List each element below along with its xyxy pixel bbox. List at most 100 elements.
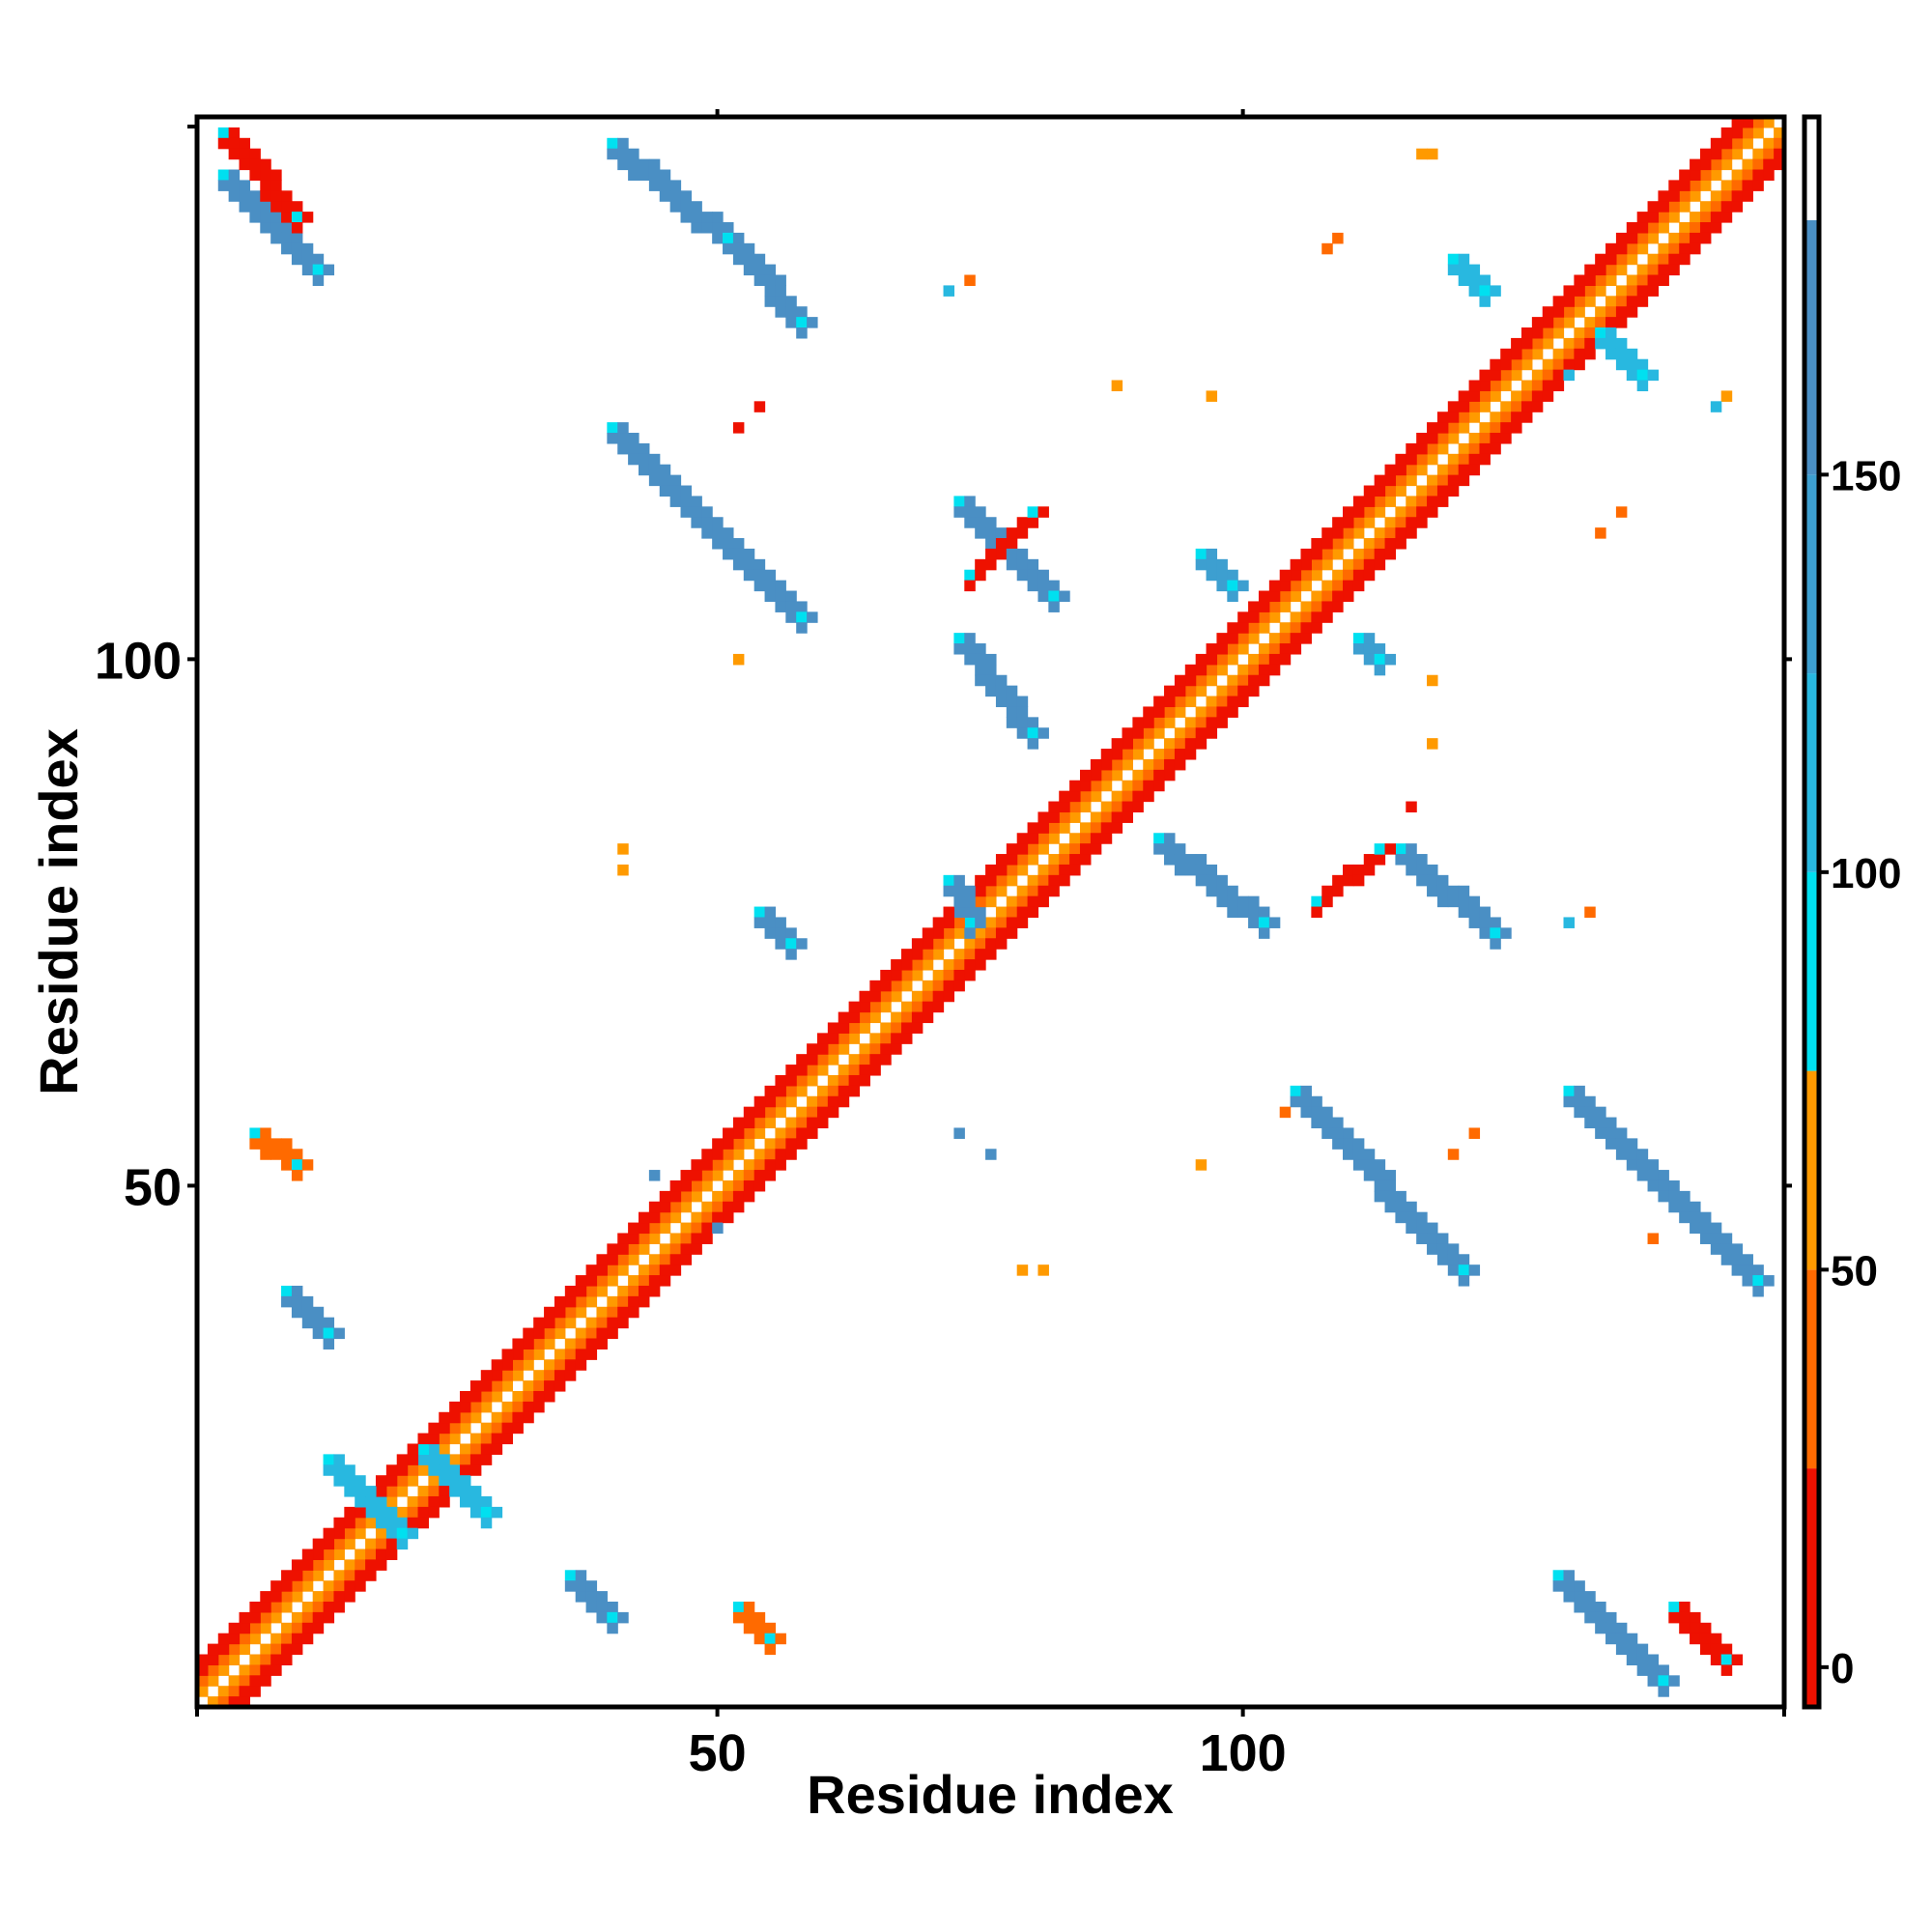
contact-cell [827,1095,839,1108]
contact-cell [669,190,682,202]
contact-cell [270,1601,282,1613]
contact-cell [975,643,986,655]
contact-cell [1248,611,1260,623]
contact-cell [816,1054,829,1065]
contact-cell [1143,769,1154,781]
contact-cell [260,201,271,213]
contact-cell [1605,348,1617,360]
contact-cell [1343,864,1354,876]
contact-cell [1206,569,1218,582]
contact-cell [1447,1149,1460,1160]
contact-cell [385,1506,398,1519]
contact-cell [764,274,777,287]
contact-cell [1016,727,1029,739]
contact-cell [785,1138,797,1150]
contact-cell [239,1643,250,1656]
contact-cell [333,1464,345,1476]
contact-cell [533,1349,545,1360]
contact-cell [1248,685,1260,697]
contact-cell [1300,633,1312,644]
contact-cell [659,180,671,191]
contact-cell [775,601,786,612]
contact-cell [796,1138,808,1150]
contact-cell [1574,274,1585,287]
contact-cell [417,1495,429,1508]
contact-cell [491,1359,503,1371]
contact-cell [1059,843,1070,855]
colorbar-frame [1802,114,1822,1710]
contact-cell [1216,717,1228,728]
contact-cell [1206,874,1218,887]
contact-cell [1436,1243,1449,1255]
contact-cell [985,664,997,676]
contact-cell [1016,569,1029,582]
contact-cell [680,1254,692,1265]
contact-cell [375,1495,387,1508]
contact-cell [260,158,271,171]
contact-cell [323,1317,335,1329]
contact-cell [1742,190,1753,202]
contact-cell [1752,169,1764,181]
contact-cell [638,158,650,171]
contact-cell [301,1317,314,1329]
contact-cell [270,1611,282,1624]
contact-cell [291,1643,303,1656]
contact-cell [1552,1580,1565,1592]
contact-cell [1048,833,1060,844]
contact-cell [1679,1190,1690,1203]
contact-cell [1363,485,1376,497]
contact-cell [1174,706,1186,718]
contact-cell [1690,1633,1701,1645]
contact-cell [1406,506,1417,518]
contact-cell [1164,758,1176,771]
contact-cell [355,1527,366,1540]
contact-cell [1037,569,1049,582]
contact-cell [260,212,271,223]
contact-cell [975,653,986,666]
contact-cell [1742,137,1753,150]
contact-cell [1742,1254,1753,1265]
contact-cell [901,980,913,992]
contact-cell [407,1464,419,1476]
contact-cell [270,1149,282,1160]
contact-cell [575,1349,587,1360]
contact-cell [869,990,881,1003]
contact-cell [732,242,745,255]
contact-cell [1332,885,1344,897]
contact-cell [575,1306,587,1319]
contact-cell [732,1201,745,1213]
contact-cell [239,1664,250,1676]
contact-cell [1090,780,1102,792]
contact-cell [207,1696,219,1708]
contact-cell [995,864,1008,876]
contact-cell [1374,643,1386,655]
contact-cell [1311,601,1322,612]
contact-cell [1237,685,1249,697]
contact-cell [816,1095,829,1108]
contact-cell [659,169,671,181]
contact-cell [1374,1190,1386,1203]
contact-cell [1090,769,1102,781]
contact-cell [1690,1611,1701,1624]
contact-cell [1658,1675,1669,1687]
contact-cell [723,1201,734,1213]
contact-cell [848,1074,861,1087]
contact-cell [796,1074,808,1087]
contact-cell [1100,758,1113,771]
contact-cell [669,201,682,213]
contact-cell [1605,306,1617,318]
contact-cell [807,1106,818,1119]
contact-cell [964,895,976,908]
contact-cell [1352,643,1365,655]
contact-cell [1216,664,1228,676]
contact-cell [1332,517,1344,528]
contact-cell [848,1011,861,1024]
contact-cell [1416,433,1428,444]
contact-cell [1153,769,1165,781]
contact-cell [869,1033,881,1044]
contact-cell [1531,327,1544,339]
contact-cell [1774,127,1785,139]
contact-cell [628,169,639,181]
contact-cell [249,169,261,181]
contact-cell [312,274,325,287]
